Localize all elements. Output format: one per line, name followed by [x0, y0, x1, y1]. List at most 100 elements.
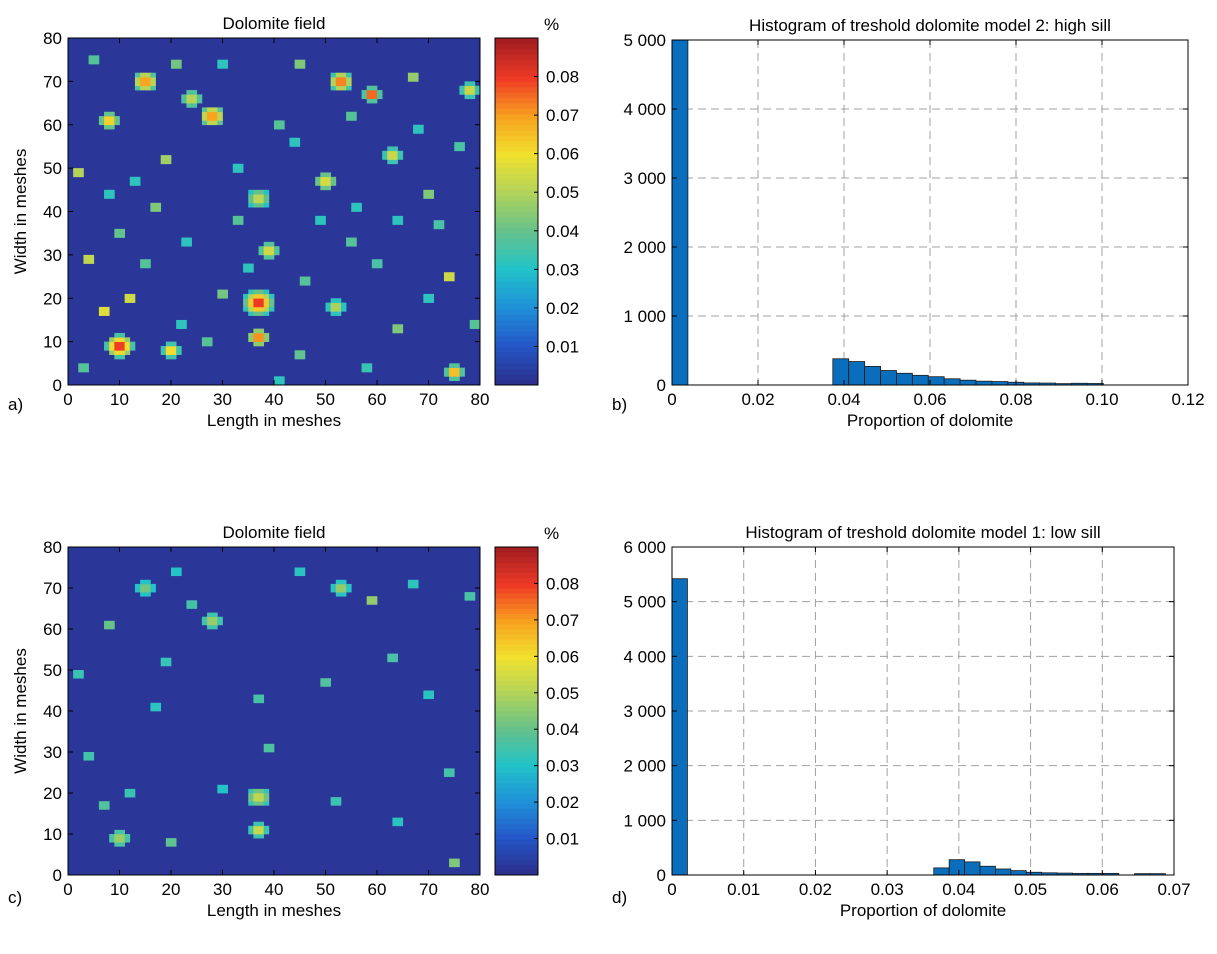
heatmap-cell [212, 620, 218, 626]
heatmap-cell [330, 77, 337, 82]
colorbar-step [495, 603, 538, 609]
heatmap-cell [253, 694, 259, 700]
heatmap-cell [134, 181, 141, 186]
y-tick-label: 80 [43, 538, 62, 557]
heatmap-cell [217, 293, 223, 299]
heatmap-cell [217, 289, 223, 295]
heatmap-cell [217, 64, 223, 69]
heatmap-cell [263, 306, 270, 312]
heatmap-cell [258, 311, 265, 316]
heatmap-cell [320, 220, 326, 225]
heatmap-cell [294, 64, 301, 69]
heatmap-cell [335, 298, 342, 303]
heatmap-cell [253, 293, 259, 299]
colorbar-step [495, 146, 538, 153]
heatmap-cell [160, 155, 167, 160]
colorbar-tick-label: 0.02 [546, 793, 579, 812]
heatmap-cell [387, 657, 393, 663]
heatmap-cell [351, 241, 357, 247]
y-tick-label: 4 000 [623, 100, 666, 119]
colorbar-step [495, 363, 538, 370]
heatmap-cell [237, 220, 244, 225]
colorbar-unit-label: % [544, 524, 559, 543]
heatmap-cell [449, 367, 455, 373]
colorbar-step [495, 567, 538, 574]
y-tick-label: 0 [53, 376, 62, 395]
heatmap-cell [186, 94, 192, 100]
heatmap-cell [335, 81, 342, 87]
heatmap-cell [474, 90, 481, 95]
heatmap-cell [274, 124, 280, 130]
heatmap-cell [155, 202, 162, 208]
colorbar-step [495, 276, 538, 283]
colorbar-step [495, 75, 538, 82]
heatmap-cell [104, 124, 110, 130]
histogram-bar [975, 380, 993, 386]
colorbar-step [495, 124, 538, 131]
heatmap-cell [171, 842, 177, 847]
heatmap-cell [320, 185, 326, 191]
heatmap-cell [98, 120, 105, 126]
heatmap-cell [377, 259, 383, 264]
heatmap-cell [340, 85, 347, 91]
colorbar-step [495, 629, 538, 635]
heatmap-cell [98, 311, 105, 316]
colorbar-frame [494, 546, 539, 876]
heatmap-cell [423, 194, 429, 199]
heatmap-cell [253, 698, 259, 704]
heatmap-cell [299, 354, 306, 360]
heatmap-cell [258, 302, 265, 308]
colorbar-step [495, 736, 538, 743]
heatmap-cell [181, 98, 187, 104]
y-tick-label: 1 000 [623, 811, 666, 830]
heatmap-cell [371, 98, 378, 104]
heatmap-cell [274, 250, 280, 256]
panel-label: d) [612, 888, 627, 907]
heatmap-cell [258, 793, 265, 798]
colorbar-step [495, 347, 538, 353]
colorbar: % 0.01 0.02 0.03 0.04 0.05 0.06 0.07 0.08 [494, 15, 579, 386]
heatmap-cell [150, 583, 156, 589]
x-tick-label: 40 [265, 880, 284, 899]
heatmap-cell [289, 142, 295, 147]
colorbar-step [495, 731, 538, 738]
x-tick-label: 20 [162, 390, 181, 409]
heatmap-cell [140, 579, 146, 585]
colorbar-step [495, 705, 538, 712]
colorbar-step [495, 265, 538, 272]
heatmap-cell [258, 202, 265, 208]
heatmap-cell [191, 604, 198, 609]
heatmap-cell [392, 817, 398, 823]
heatmap-cell [232, 163, 239, 169]
heatmap-cell [243, 298, 249, 303]
heatmap-cell [423, 694, 429, 700]
heatmap-cell [248, 198, 254, 204]
heatmap-cell [469, 85, 476, 91]
y-tick-label: 30 [43, 246, 62, 265]
colorbar-step [495, 130, 538, 136]
heatmap-cell [320, 682, 326, 687]
colorbar-step [495, 803, 538, 809]
heatmap-cell [119, 337, 125, 342]
colorbar-step [495, 119, 538, 126]
heatmap-cell [258, 821, 265, 827]
heatmap-cell [109, 624, 115, 630]
colorbar-step [495, 141, 538, 147]
histogram-bar [948, 859, 965, 876]
heatmap-cell [258, 328, 265, 334]
heatmap-cell [340, 306, 347, 312]
colorbar-step [495, 869, 538, 876]
heatmap-cell [371, 85, 378, 91]
heatmap-cell [150, 77, 156, 82]
y-tick-label: 70 [43, 72, 62, 91]
heatmap-cell [145, 77, 151, 82]
colorbar-step [495, 813, 538, 820]
x-tick-label: 50 [316, 390, 335, 409]
y-tick-label: 30 [43, 743, 62, 762]
heatmap-cell [165, 155, 172, 160]
heatmap-cell [330, 801, 337, 806]
heatmap-cell [392, 821, 398, 827]
heatmap-cell [268, 306, 275, 312]
heatmap-cell [150, 85, 156, 91]
heatmap-cell [459, 371, 465, 377]
